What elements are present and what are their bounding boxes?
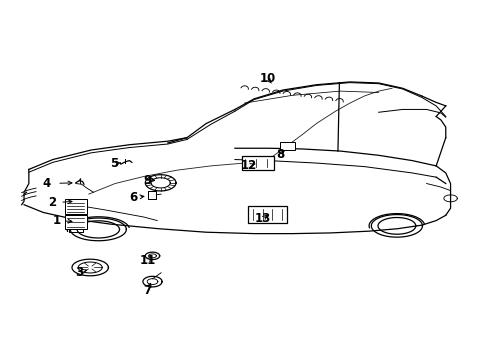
Text: 9: 9 [143,174,151,186]
Text: 2: 2 [48,197,56,210]
Text: 1: 1 [53,214,61,227]
Text: 6: 6 [129,191,137,204]
Text: 12: 12 [241,159,257,172]
Text: 3: 3 [75,266,83,279]
FancyBboxPatch shape [242,156,273,170]
FancyBboxPatch shape [64,199,87,214]
FancyBboxPatch shape [64,215,87,229]
Text: 8: 8 [276,148,284,161]
Text: 11: 11 [139,254,156,267]
FancyBboxPatch shape [280,141,295,150]
Text: 4: 4 [43,177,51,190]
Text: 7: 7 [143,284,151,297]
Text: 13: 13 [254,212,270,225]
Text: 10: 10 [259,72,275,85]
FancyBboxPatch shape [247,207,286,223]
Text: 5: 5 [110,157,118,170]
